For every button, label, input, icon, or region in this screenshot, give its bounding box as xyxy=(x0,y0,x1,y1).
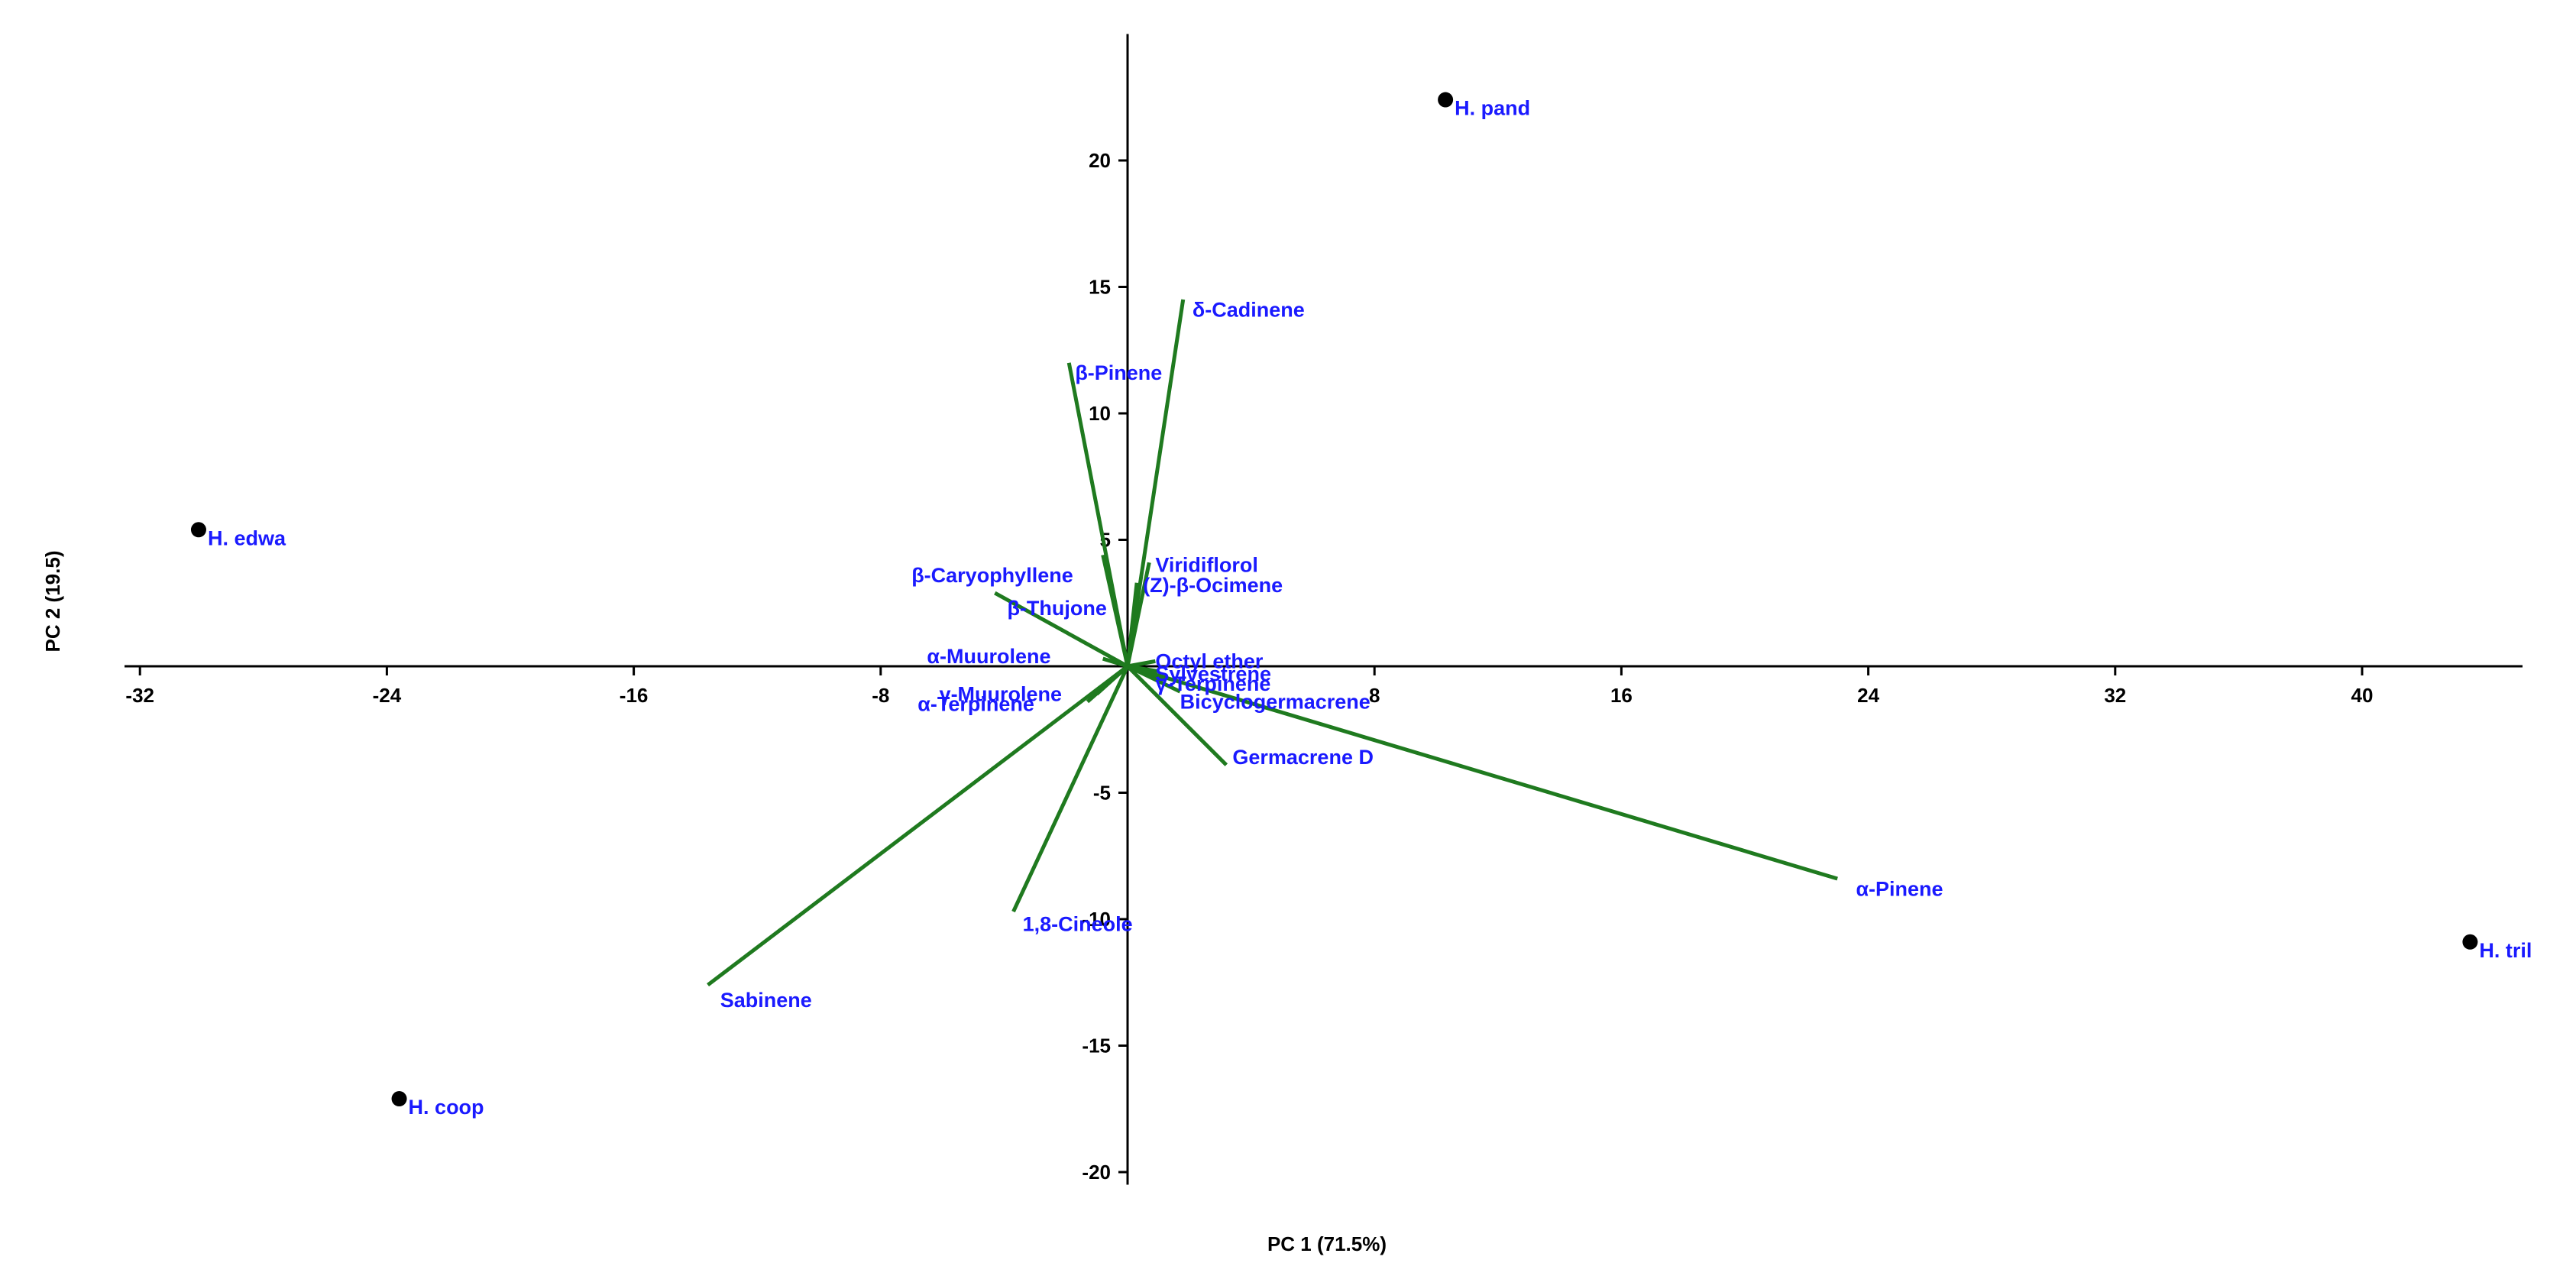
loading-vector xyxy=(1126,665,1228,766)
loading-vector xyxy=(1125,582,1139,667)
loading-label: β-Caryophyllene xyxy=(911,564,1073,587)
sample-label: H. edwa xyxy=(208,526,286,549)
x-tick-label: 8 xyxy=(1369,684,1380,707)
x-tick-label: 16 xyxy=(1610,684,1633,707)
labels: δ-Cadinene β-Pinene Viridiflorol(Z)-β-Ocim… xyxy=(208,97,2532,1119)
loading-vector xyxy=(1102,656,1128,669)
sample-point xyxy=(190,522,206,538)
loading-label: δ-Cadinene xyxy=(1193,298,1305,321)
sample-points xyxy=(190,92,2478,1107)
loading-label: γ-Muurolene xyxy=(940,682,1063,705)
loading-vector xyxy=(1127,664,1838,881)
sample-point xyxy=(391,1091,407,1107)
loading-vector xyxy=(1011,665,1130,913)
loading-label: α-Pinene xyxy=(1856,877,1943,900)
loading-label: γ-Terpinene xyxy=(1155,672,1270,695)
loading-vector xyxy=(994,591,1129,669)
x-axis-title: PC 1 (71.5%) xyxy=(1267,1232,1387,1255)
sample-point xyxy=(1438,92,1454,108)
x-tick-label: -24 xyxy=(373,684,402,707)
y-axis-title: PC 2 (19.5) xyxy=(41,551,64,653)
loading-label: 1,8-Cineole xyxy=(1023,913,1133,936)
y-tick-label: 10 xyxy=(1089,402,1111,425)
loading-label: α-Muurolene xyxy=(927,645,1050,668)
loading-label: Germacrene D xyxy=(1232,746,1374,769)
loading-label: Bicyclogermacrene xyxy=(1180,690,1371,713)
x-tick-label: 24 xyxy=(1857,684,1879,707)
sample-label: H. pand xyxy=(1455,97,1530,120)
loading-label: β-Thujone xyxy=(1007,597,1106,620)
y-tick-label: -5 xyxy=(1093,782,1111,805)
loading-label: Octyl ether xyxy=(1155,649,1264,672)
loading-vector xyxy=(1101,554,1130,667)
loading-vector xyxy=(707,665,1129,987)
x-tick-label: 32 xyxy=(2104,684,2126,707)
loading-vector xyxy=(1125,299,1186,667)
loading-label: Sylvestrene xyxy=(1155,662,1271,685)
y-tick-label: 15 xyxy=(1089,276,1111,299)
loading-label: α-Terpinene xyxy=(917,693,1034,716)
y-tick-label: 20 xyxy=(1089,149,1111,172)
x-tick-label: 40 xyxy=(2351,684,2374,707)
sample-label: H. coop xyxy=(409,1096,484,1119)
x-tick-label: -16 xyxy=(620,684,649,707)
y-tick-label: -15 xyxy=(1082,1035,1111,1057)
loading-label: (Z)-β-Ocimene xyxy=(1143,574,1283,597)
y-tick-label: -20 xyxy=(1082,1161,1111,1184)
y-tick-label: -10 xyxy=(1082,908,1111,931)
loading-label: Viridiflorol xyxy=(1155,554,1258,577)
x-tick-label: -32 xyxy=(125,684,154,707)
loading-label: Sabinene xyxy=(720,989,812,1012)
sample-point xyxy=(2462,934,2478,950)
x-tick-label: -8 xyxy=(872,684,889,707)
loading-label: β-Pinene xyxy=(1075,361,1162,384)
sample-label: H. tril xyxy=(2479,939,2532,962)
loading-vectors xyxy=(707,299,1838,987)
